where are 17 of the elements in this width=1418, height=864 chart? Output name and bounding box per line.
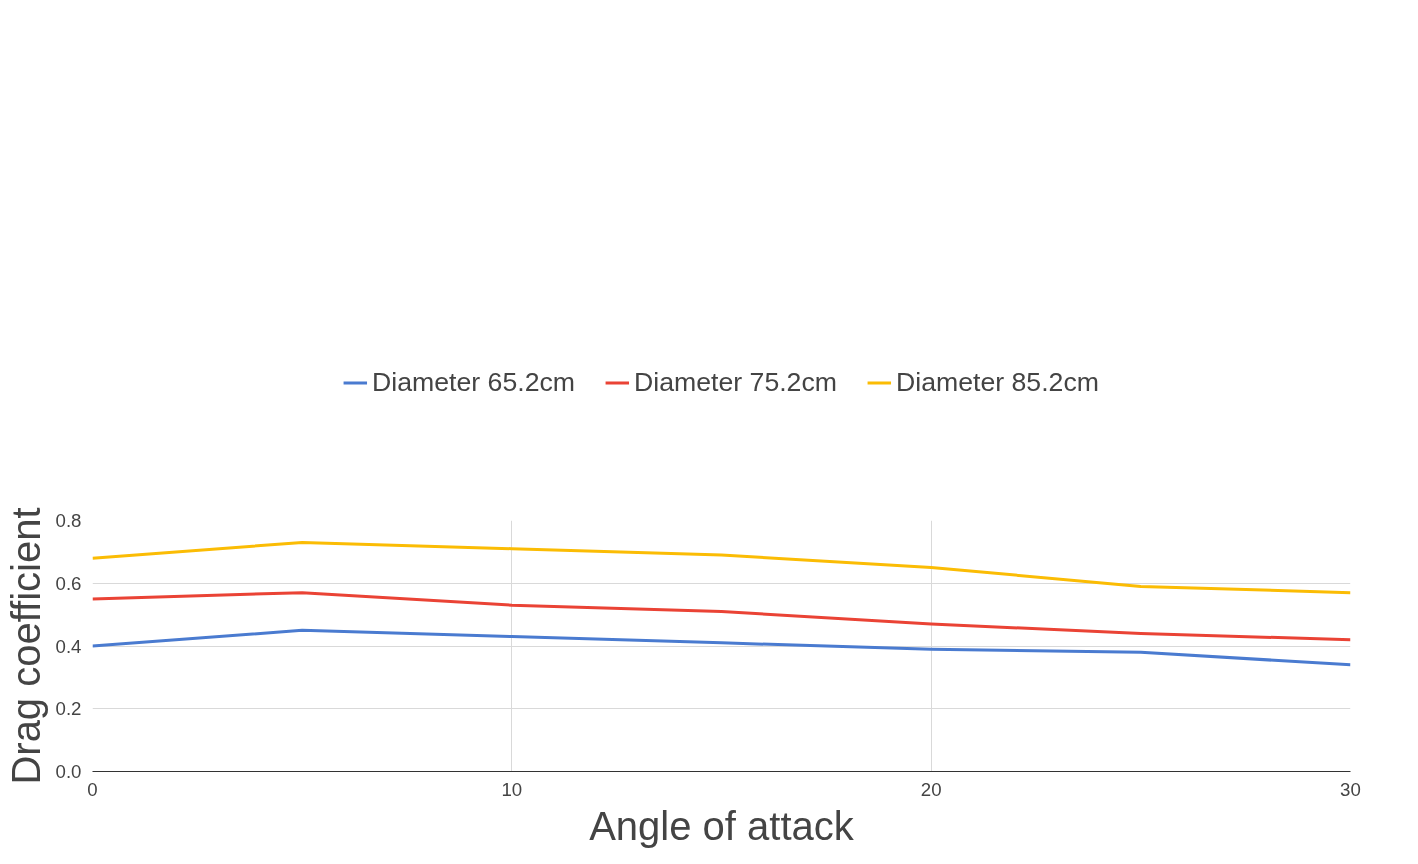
- legend-label: Diameter 75.2cm: [634, 366, 837, 398]
- x-tick-label: 20: [920, 778, 942, 800]
- y-tick-label: 0.6: [55, 572, 82, 594]
- line-series: [92, 591, 1351, 642]
- y-tick-label: 0.2: [55, 698, 82, 720]
- y-tick-label: 0.0: [55, 761, 82, 782]
- line-series: [92, 628, 1351, 667]
- y-axis-title: Drag coefficient: [3, 507, 48, 785]
- x-tick-label: 10: [501, 778, 523, 800]
- x-tick-label: 30: [1340, 778, 1361, 800]
- y-tick-label: 0.8: [55, 510, 82, 531]
- x-tick-label: 0: [87, 778, 98, 800]
- y-tick-label: 0.4: [55, 635, 82, 657]
- legend-label: Diameter 85.2cm: [895, 366, 1099, 398]
- x-axis-title: Angle of attack: [589, 803, 855, 848]
- line-series: [92, 540, 1351, 595]
- legend-label: Diameter 65.2cm: [372, 366, 576, 398]
